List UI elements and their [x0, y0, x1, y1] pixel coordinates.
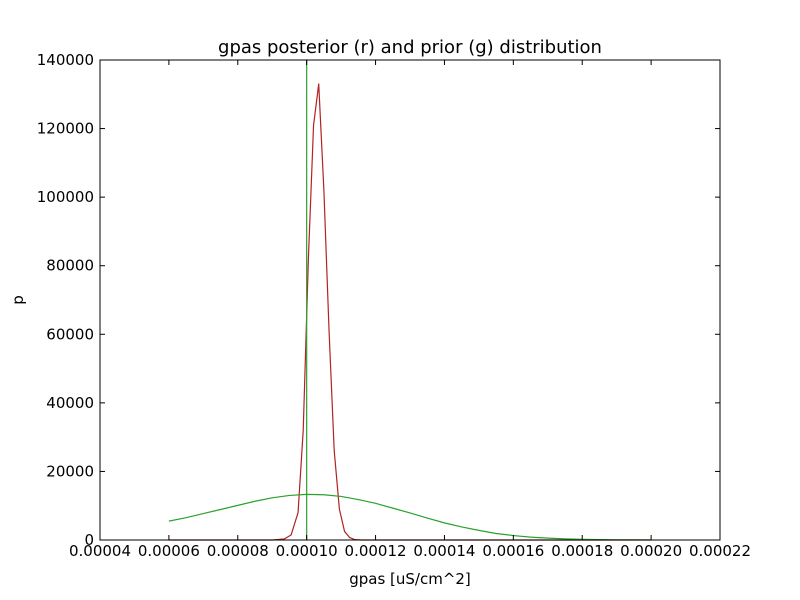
x-tick-label: 0.00020 [620, 542, 682, 560]
y-tick-label: 40000 [46, 394, 94, 412]
plot-area: 0.00004 0.00006 0.00008 0.00010 0.00012 0.000… [37, 51, 751, 560]
x-tick-label: 0.00012 [345, 542, 407, 560]
x-axis-ticks: 0.00004 0.00006 0.00008 0.00010 0.00012 0.000… [69, 60, 751, 560]
y-axis-ticks: 0 20000 40000 60000 80000 100000 120000 140000 [37, 51, 720, 549]
x-tick-label: 0.00008 [207, 542, 269, 560]
y-axis-label: p [9, 295, 27, 305]
x-tick-label: 0.00010 [276, 542, 338, 560]
x-tick-label: 0.00004 [69, 542, 131, 560]
y-tick-label: 60000 [46, 325, 94, 343]
plot-frame [99, 59, 721, 541]
x-tick-label: 0.00022 [689, 542, 751, 560]
x-tick-label: 0.00014 [413, 542, 475, 560]
plot-background [100, 60, 720, 540]
y-tick-label: 120000 [37, 120, 94, 138]
x-tick-label: 0.00018 [551, 542, 613, 560]
chart-title: gpas posterior (r) and prior (g) distrib… [218, 37, 602, 58]
x-axis-label: gpas [uS/cm^2] [349, 570, 471, 588]
y-tick-label: 100000 [37, 188, 94, 206]
y-tick-label: 140000 [37, 51, 94, 69]
y-tick-label: 0 [84, 531, 94, 549]
y-tick-label: 20000 [46, 462, 94, 480]
series-line-1 [168, 493, 652, 541]
x-tick-label: 0.00016 [482, 542, 544, 560]
y-tick-label: 80000 [46, 257, 94, 275]
x-tick-label: 0.00006 [138, 542, 200, 560]
